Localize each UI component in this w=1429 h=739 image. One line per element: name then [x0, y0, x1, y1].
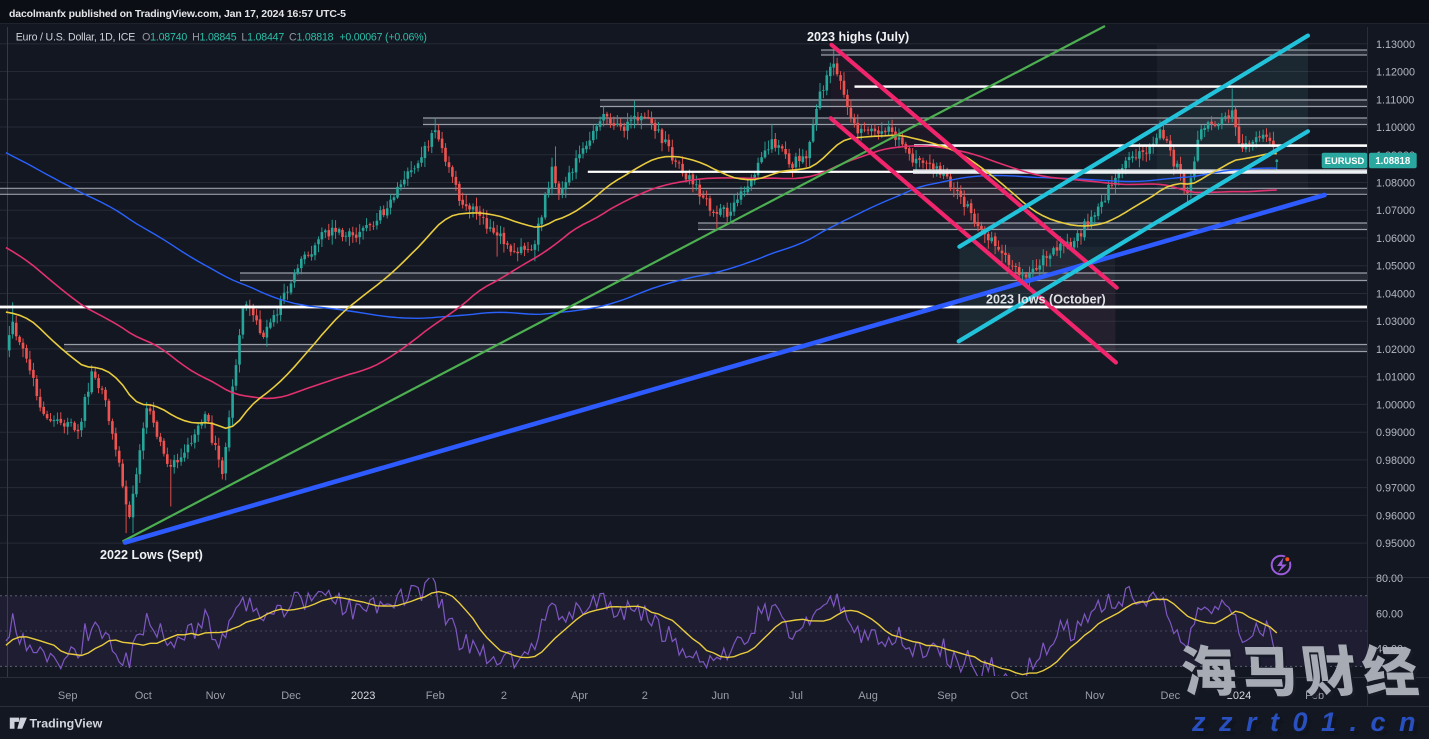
svg-text:Nov: Nov	[1085, 690, 1105, 702]
svg-text:1.07000: 1.07000	[1376, 205, 1415, 217]
svg-text:60.00: 60.00	[1376, 608, 1403, 620]
svg-text:1.03000: 1.03000	[1376, 316, 1415, 328]
svg-text:2: 2	[501, 690, 507, 702]
svg-text:1.12000: 1.12000	[1376, 67, 1415, 79]
svg-text:dacolmanfx published on Tradin: dacolmanfx published on TradingView.com,…	[9, 8, 346, 20]
svg-text:1.05000: 1.05000	[1376, 261, 1415, 273]
svg-text:2023: 2023	[351, 690, 375, 702]
svg-text:Oct: Oct	[1011, 690, 1028, 702]
svg-text:1.04000: 1.04000	[1376, 289, 1415, 301]
svg-text:2023 lows (October): 2023 lows (October)	[986, 293, 1106, 307]
svg-text:1.08818: 1.08818	[1375, 156, 1411, 167]
svg-text:Jun: Jun	[711, 690, 729, 702]
svg-text:1.10000: 1.10000	[1376, 122, 1415, 134]
svg-text:2023 highs (July): 2023 highs (July)	[807, 30, 909, 44]
svg-text:Nov: Nov	[206, 690, 226, 702]
svg-text:0.95000: 0.95000	[1376, 538, 1415, 550]
svg-text:0.99000: 0.99000	[1376, 427, 1415, 439]
svg-text:Sep: Sep	[937, 690, 957, 702]
svg-text:Apr: Apr	[571, 690, 588, 702]
svg-text:1.13000: 1.13000	[1376, 39, 1415, 51]
svg-text:1.06000: 1.06000	[1376, 233, 1415, 245]
svg-text:0.98000: 0.98000	[1376, 455, 1415, 467]
svg-text:0.96000: 0.96000	[1376, 510, 1415, 522]
svg-text:Dec: Dec	[1161, 690, 1181, 702]
svg-text:1.00000: 1.00000	[1376, 399, 1415, 411]
svg-text:zzrt01.cn: zzrt01.cn	[1195, 711, 1429, 739]
svg-text:80.00: 80.00	[1376, 573, 1403, 585]
svg-text:1.11000: 1.11000	[1376, 94, 1414, 106]
svg-text:0.97000: 0.97000	[1376, 483, 1415, 495]
svg-text:1.01000: 1.01000	[1376, 372, 1415, 384]
svg-text:2: 2	[642, 690, 648, 702]
svg-text:Oct: Oct	[135, 690, 152, 702]
svg-text:Aug: Aug	[858, 690, 878, 702]
svg-text:EURUSD: EURUSD	[1325, 155, 1365, 166]
svg-text:1.02000: 1.02000	[1376, 344, 1415, 356]
svg-text:Dec: Dec	[281, 690, 301, 702]
svg-text:Sep: Sep	[58, 690, 78, 702]
svg-text:TradingView: TradingView	[30, 716, 103, 730]
svg-text:2022 Lows (Sept): 2022 Lows (Sept)	[100, 548, 203, 562]
svg-text:Jul: Jul	[789, 690, 803, 702]
svg-text:Feb: Feb	[426, 690, 445, 702]
svg-text:zzrt01.cn: zzrt01.cn	[1191, 707, 1429, 737]
svg-text:1.08000: 1.08000	[1376, 178, 1415, 190]
